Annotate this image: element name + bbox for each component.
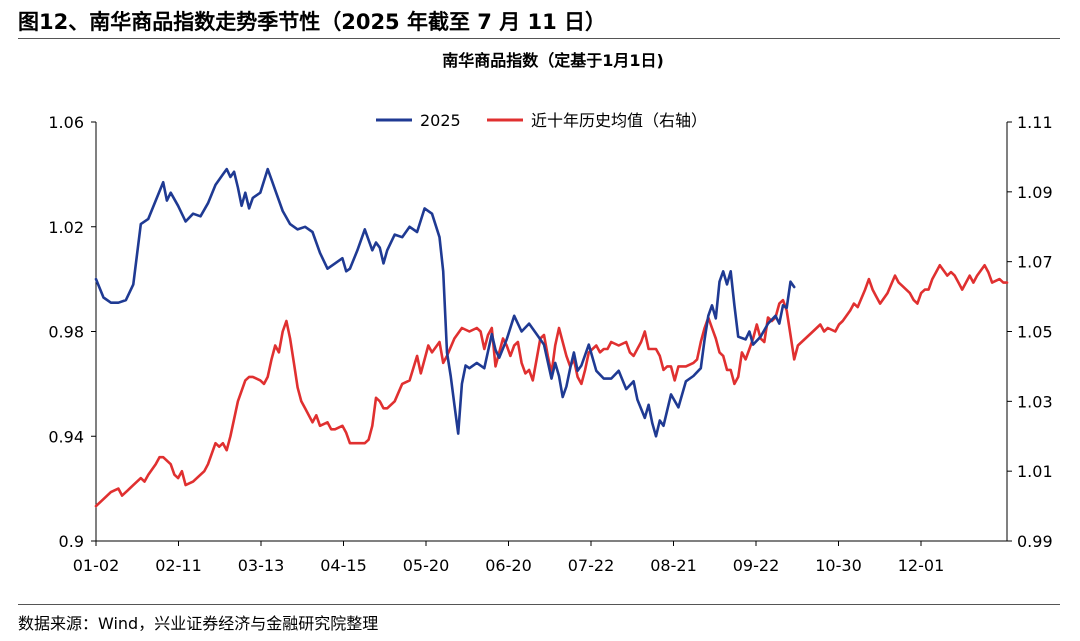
legend: 2025 近十年历史均值（右轴） — [376, 111, 707, 130]
y-right-tick-label: 1.07 — [1017, 253, 1053, 272]
legend-item-hist-avg-label: 近十年历史均值（右轴） — [531, 111, 707, 130]
legend-item-2025-label: 2025 — [420, 111, 461, 130]
y-left-tick-label: 1.02 — [48, 218, 84, 237]
y-left-tick-label: 0.98 — [48, 323, 84, 342]
x-tick-label: 03-13 — [238, 556, 285, 575]
y-left-tick-label: 0.9 — [59, 532, 84, 551]
x-tick-label: 04-15 — [320, 556, 367, 575]
chart-title: 南华商品指数（定基于1月1日) — [442, 51, 664, 70]
x-tick-label: 06-20 — [485, 556, 532, 575]
y-right-tick-label: 1.03 — [1017, 392, 1053, 411]
top-rule — [18, 38, 1060, 39]
y-left-tick-label: 1.06 — [48, 113, 84, 132]
x-tick-label: 09-22 — [733, 556, 780, 575]
axes-layer: 0.9 0.94 0.98 1.02 1.06 0.99 1.01 1.03 1.05 1.07 1… — [48, 113, 1052, 575]
y-right-tick-label: 1.11 — [1017, 113, 1053, 132]
x-tick-label: 12-01 — [898, 556, 945, 575]
y-right-tick-label: 1.01 — [1017, 462, 1053, 481]
y-right-tick-label: 0.99 — [1017, 532, 1053, 551]
y-right-tick-label: 1.05 — [1017, 323, 1053, 342]
series-line-hist-avg — [94, 263, 1009, 508]
x-tick-label: 10-30 — [815, 556, 862, 575]
x-tick-label: 08-21 — [650, 556, 697, 575]
source-note: 数据来源：Wind，兴业证券经济与金融研究院整理 — [18, 614, 379, 633]
x-tick-label: 01-02 — [73, 556, 120, 575]
series-line-2025 — [94, 167, 796, 438]
x-tick-label: 02-11 — [155, 556, 202, 575]
x-tick-label: 05-20 — [403, 556, 450, 575]
y-left-tick-label: 0.94 — [48, 427, 84, 446]
series-layer — [94, 167, 1009, 508]
bottom-rule — [18, 604, 1060, 605]
x-tick-label: 07-22 — [568, 556, 615, 575]
y-right-tick-label: 1.09 — [1017, 183, 1053, 202]
figure-title: 图12、南华商品指数走势季节性（2025 年截至 7 月 11 日） — [18, 10, 607, 34]
